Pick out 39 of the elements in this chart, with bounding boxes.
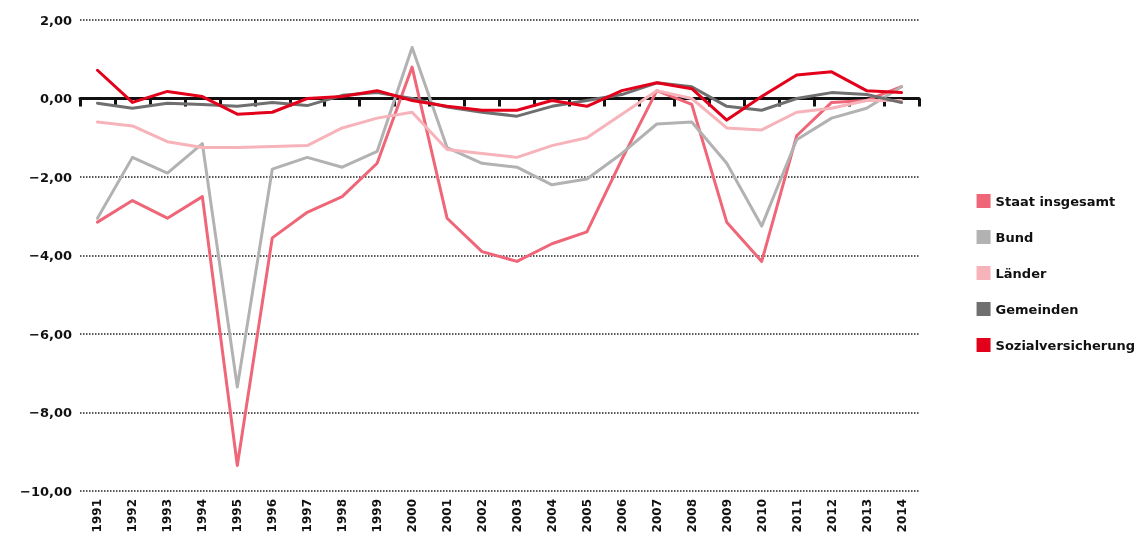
x-tick-label: 1999: [370, 499, 385, 533]
line-series: [95, 68, 904, 122]
x-tick-label: 2012: [824, 499, 839, 533]
x-tick-label: 2009: [719, 499, 734, 533]
legend-label: Bund: [995, 229, 1034, 245]
x-tick-label: 2004: [544, 499, 559, 533]
y-tick-label: −4,00: [29, 248, 72, 263]
legend-label: Gemeinden: [995, 301, 1079, 317]
x-tick-label: 1997: [300, 499, 315, 533]
legend-label: Sozialversicherung: [995, 337, 1136, 353]
x-tick-label: 1992: [125, 499, 140, 533]
x-tick-label: 2002: [475, 499, 490, 533]
y-tick-label: −6,00: [29, 326, 72, 342]
legend-label: Staat insgesamt: [995, 193, 1116, 209]
x-tick-label: 2006: [614, 499, 629, 533]
y-tick-label: 0,00: [39, 91, 72, 106]
x-tick-label: 2000: [405, 499, 420, 533]
x-tick-label: 2008: [684, 499, 699, 533]
x-tick-label: 2001: [440, 499, 455, 533]
y-tick-label: −2,00: [29, 169, 72, 185]
x-tick-label: 2005: [579, 499, 594, 533]
legend-label: Länder: [995, 265, 1047, 281]
x-tick-label: 2014: [894, 499, 909, 533]
x-tick-label: 2010: [754, 499, 769, 533]
x-tick-label: 1995: [230, 499, 245, 533]
x-tick-label: 2003: [509, 499, 524, 533]
x-tick-label: 2011: [789, 499, 804, 533]
x-tick-label: 1993: [160, 499, 175, 533]
x-tick-label: 1994: [195, 499, 210, 533]
line-series: [95, 45, 904, 389]
y-tick-label: −10,00: [19, 483, 72, 499]
x-tick-label: 1991: [90, 499, 105, 533]
x-tick-label: 2007: [649, 499, 664, 533]
y-tick-label: −8,00: [29, 405, 72, 420]
x-tick-label: 1998: [335, 499, 350, 533]
x-tick-label: 2013: [859, 499, 874, 533]
y-tick-label: 2,00: [39, 12, 72, 28]
line-series: [95, 89, 904, 159]
x-tick-label: 1996: [265, 499, 280, 533]
